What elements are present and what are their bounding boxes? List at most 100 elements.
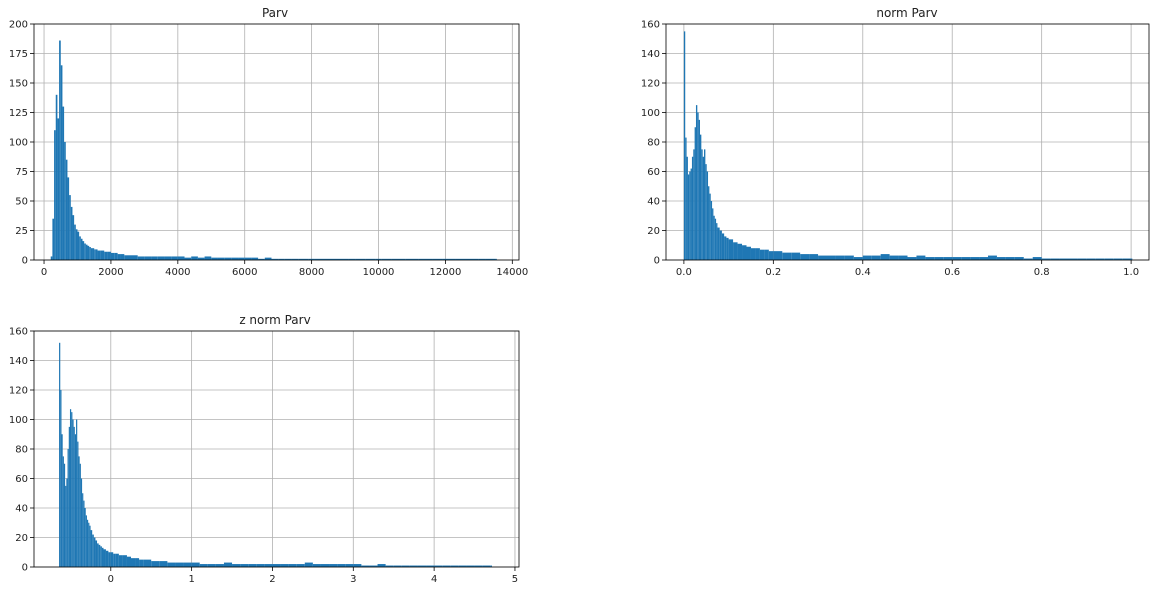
histogram-bar (157, 256, 165, 260)
histogram-bar (59, 342, 61, 567)
histogram-bar (100, 546, 102, 567)
histogram-bar (706, 171, 709, 260)
histogram-bar (256, 564, 265, 567)
histogram-bar (92, 534, 94, 567)
histogram-bar (288, 564, 297, 567)
histogram-bar (1095, 258, 1105, 260)
histogram-bar (862, 255, 872, 260)
histogram-bar (314, 258, 325, 260)
x-tick-label: 4 (431, 574, 437, 585)
histogram-bar (325, 258, 349, 260)
histogram-bar (83, 500, 85, 567)
histogram-bar (683, 31, 686, 260)
histogram-bar (291, 258, 299, 260)
x-tick-label: 3 (350, 574, 356, 585)
x-tick-label: 4000 (165, 267, 190, 278)
histogram-bar (827, 255, 836, 260)
histogram-bar (69, 195, 71, 260)
histogram-bar (482, 565, 491, 567)
y-tick-label: 160 (9, 327, 28, 338)
histogram-bar (746, 246, 751, 260)
histogram-bar (68, 426, 70, 567)
histogram-bar (84, 243, 86, 260)
histogram-bar (1131, 258, 1133, 260)
histogram-bar (89, 525, 91, 567)
histogram-bar (393, 565, 402, 567)
histogram-bar (124, 255, 131, 260)
histogram-bar (175, 562, 184, 567)
histogram-bar (880, 254, 890, 260)
histogram-parv: Parv 0 2000 4000 6000 8000 10000 12000 14000 0 25… (9, 6, 528, 278)
histogram-bar (114, 252, 118, 260)
histogram-bar (284, 258, 292, 260)
histogram-bar (478, 258, 486, 260)
histogram-bar (151, 561, 160, 567)
histogram-bar (251, 257, 259, 260)
histogram-bar (100, 250, 105, 260)
histogram-bar (95, 249, 98, 260)
histogram-bar (248, 564, 257, 567)
histogram-bar (80, 238, 83, 260)
histogram-bar (685, 137, 687, 260)
histogram-bar (708, 186, 710, 260)
histogram-bar (131, 255, 138, 260)
histogram-bar (719, 230, 722, 260)
histogram-bar (73, 426, 75, 567)
histogram-bar (1113, 258, 1123, 260)
histogram-bar (107, 251, 111, 260)
y-tick-label: 100 (9, 138, 28, 149)
histogram-bar (159, 561, 168, 567)
histogram-bar (1005, 257, 1015, 260)
y-tick-label: 120 (641, 79, 660, 90)
chart-title: z norm Parv (239, 313, 310, 327)
histogram-bar (714, 218, 717, 260)
x-tick-label: 2000 (98, 267, 123, 278)
histogram-bar (164, 256, 172, 260)
histogram-bar (432, 258, 443, 260)
histogram-bar (705, 164, 707, 260)
histogram-bar (385, 565, 394, 567)
histogram-z-norm-parv: z norm Parv 0 1 2 3 4 5 0 20 40 60 80 100 120 140 160 (9, 313, 520, 585)
histogram-bar (88, 522, 90, 567)
histogram-bar (800, 254, 810, 260)
x-tick-label: 0.2 (765, 267, 781, 278)
x-tick-label: 1 (188, 574, 194, 585)
histogram-bar (52, 218, 55, 260)
histogram-bar (353, 564, 362, 567)
histogram-bar (916, 255, 926, 260)
histogram-bar (57, 118, 60, 261)
histogram-bar (60, 65, 63, 260)
x-tick-label: 0.0 (676, 267, 692, 278)
histogram-bar (450, 565, 459, 567)
histogram-bar (733, 242, 738, 260)
x-tick-label: 6000 (232, 267, 257, 278)
histogram-bar (1014, 257, 1024, 260)
histogram-bar (272, 564, 281, 567)
histogram-bar (71, 412, 73, 567)
histogram-bar (85, 515, 87, 567)
histogram-bar (65, 485, 67, 567)
histogram-bar (264, 257, 272, 260)
histogram-bar (943, 257, 953, 260)
histogram-bar (710, 201, 713, 260)
histogram-bar (90, 530, 93, 567)
histogram-bar (74, 434, 77, 567)
histogram-bar (223, 562, 233, 567)
y-tick-label: 0 (654, 256, 660, 267)
histogram-bar (296, 564, 305, 567)
histogram-bar (455, 258, 466, 260)
y-tick-label: 0 (22, 256, 28, 267)
histogram-bar (952, 257, 962, 260)
histogram-bar (934, 257, 944, 260)
histogram-bar (782, 252, 792, 260)
histogram-bar (120, 254, 125, 260)
histogram-bar (996, 257, 1006, 260)
histogram-bar (961, 257, 971, 260)
histogram-bar (98, 544, 101, 567)
y-tick-label: 0 (22, 563, 28, 574)
histogram-bar (298, 258, 309, 260)
histogram-bar (377, 564, 386, 567)
histogram-bar (1059, 258, 1069, 260)
